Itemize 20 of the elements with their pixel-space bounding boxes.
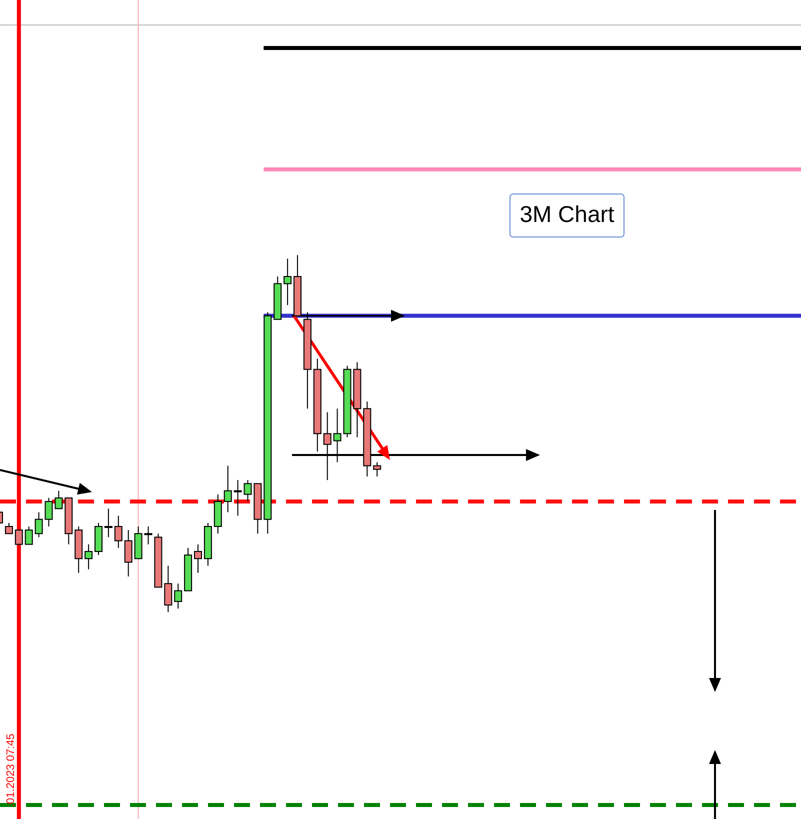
candlestick (144, 526, 152, 545)
candlestick (4, 522, 13, 534)
candlestick (114, 515, 122, 548)
candlestick (104, 508, 112, 538)
candlestick (323, 412, 332, 481)
candlestick (234, 480, 242, 516)
candlestick (373, 462, 382, 477)
candlestick (34, 512, 43, 538)
candlestick (84, 544, 93, 570)
candlestick (14, 530, 23, 545)
text: .01.2023 07:45 (4, 734, 17, 807)
candlestick (174, 583, 182, 610)
candlestick (224, 465, 232, 513)
candlestick (164, 565, 172, 613)
text: 3M Chart (520, 201, 615, 227)
candlestick (333, 408, 342, 463)
candlestick (284, 258, 292, 306)
candlestick (194, 544, 202, 574)
candlestick (24, 526, 33, 545)
candlestick (124, 530, 132, 577)
